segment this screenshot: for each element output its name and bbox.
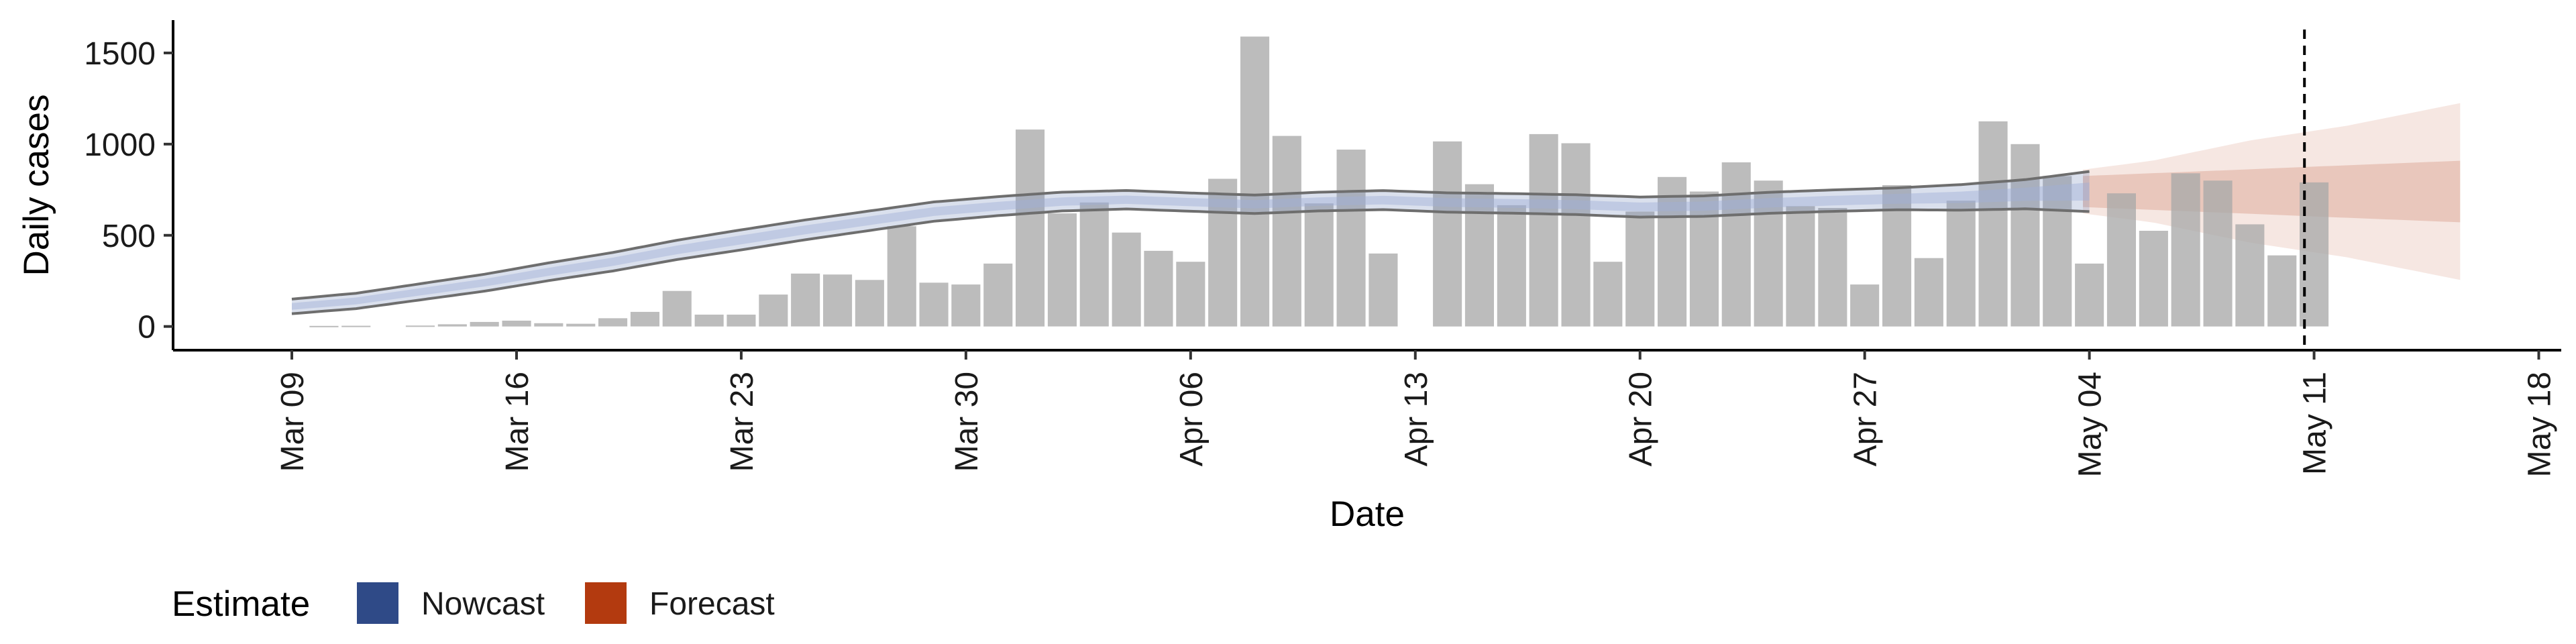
case-bar	[2235, 224, 2265, 327]
case-bar	[1658, 176, 1687, 327]
x-tick-label: May 11	[2298, 372, 2333, 475]
case-bar	[405, 325, 435, 327]
case-bar	[2171, 173, 2200, 327]
case-bar	[341, 325, 371, 327]
case-bar	[1721, 162, 1751, 327]
case-bar	[662, 290, 692, 327]
legend-title: Estimate	[172, 584, 310, 624]
case-bar	[1304, 203, 1334, 327]
x-tick-label: Apr 06	[1174, 372, 1210, 466]
case-bar	[598, 318, 628, 327]
case-bar	[630, 311, 659, 327]
case-bar	[759, 294, 788, 327]
nowcast-outer-band	[292, 171, 2090, 314]
case-bar	[2010, 144, 2040, 327]
case-bar	[1047, 213, 1077, 327]
case-bar	[1914, 258, 1943, 327]
case-bar	[1208, 178, 1238, 327]
legend-swatch-nowcast	[357, 582, 398, 624]
case-bar	[1529, 133, 1558, 327]
case-bar	[1079, 202, 1109, 327]
x-tick-label: Mar 30	[949, 372, 985, 472]
case-bar	[727, 315, 756, 327]
case-bar	[951, 284, 981, 327]
y-tick-label: 0	[138, 310, 156, 345]
nowcast-upper-line	[291, 170, 2090, 301]
case-bar	[1240, 36, 1270, 327]
nowcast-inner-band	[292, 182, 2090, 310]
legend-swatch-forecast	[585, 582, 627, 624]
x-tick-label: May 18	[2522, 372, 2558, 477]
case-bar	[309, 325, 339, 327]
x-tick-label: Apr 20	[1623, 372, 1659, 466]
case-bar	[1144, 250, 1173, 327]
x-axis-ticks: Mar 09 Mar 16 Mar 23 Mar 30 Apr 06 Apr 13 Apr …	[275, 350, 2558, 477]
case-bar	[1625, 211, 1655, 327]
y-axis-ticks: 0 500 1000 1500	[84, 36, 173, 345]
case-bar	[566, 323, 596, 327]
y-tick-label: 1500	[84, 36, 156, 72]
case-bar	[1336, 150, 1366, 327]
x-axis-title: Date	[1330, 494, 1405, 534]
y-tick-label: 500	[102, 219, 156, 254]
case-bar	[1946, 201, 1976, 327]
forecast-outer-band	[2083, 103, 2461, 280]
x-tick-label: Mar 23	[724, 372, 760, 472]
x-tick-label: Mar 16	[500, 372, 535, 472]
case-bar	[919, 282, 949, 327]
case-bar	[1368, 253, 1398, 327]
case-bar	[1561, 143, 1591, 327]
case-bar	[470, 321, 499, 327]
x-tick-label: May 04	[2073, 372, 2108, 477]
case-bar	[694, 315, 724, 327]
y-axis-title: Daily cases	[17, 95, 56, 276]
case-bar	[983, 263, 1013, 327]
case-bar	[1818, 208, 1847, 327]
case-bar	[1754, 180, 1783, 327]
case-bar	[855, 280, 884, 327]
case-bar	[887, 226, 916, 327]
case-bar	[1433, 141, 1462, 327]
legend-label-forecast: Forecast	[649, 586, 775, 622]
case-bar	[1689, 191, 1719, 327]
case-bar	[1016, 129, 1045, 327]
case-bar	[1272, 136, 1301, 327]
legend-label-nowcast: Nowcast	[421, 586, 545, 622]
x-tick-label: Mar 09	[275, 372, 311, 472]
case-bar	[791, 273, 820, 327]
case-bar	[2075, 263, 2104, 327]
case-bar	[2139, 231, 2168, 327]
case-bar	[2043, 176, 2072, 327]
nowcast-lower-line	[291, 207, 2090, 315]
case-bar	[1176, 262, 1205, 327]
case-bar	[1978, 121, 2008, 327]
case-bar	[2267, 255, 2297, 327]
estimate-overlay	[291, 30, 2306, 349]
case-bar	[1786, 206, 1815, 327]
case-bar	[502, 321, 531, 327]
case-bar	[2106, 193, 2136, 327]
case-bar	[1112, 232, 1141, 327]
x-tick-label: Apr 27	[1848, 372, 1884, 466]
x-tick-label: Apr 13	[1399, 372, 1434, 466]
case-bar	[1464, 184, 1494, 327]
case-bar	[1593, 262, 1623, 327]
case-bar	[2203, 180, 2233, 327]
case-bar	[2300, 182, 2329, 327]
case-bar	[1850, 284, 1880, 327]
legend: Estimate Nowcast Forecast	[172, 582, 775, 624]
case-bar	[1497, 205, 1526, 327]
y-tick-label: 1000	[84, 127, 156, 163]
case-bar	[823, 274, 853, 327]
case-bar	[437, 324, 467, 327]
case-bar	[534, 323, 564, 327]
